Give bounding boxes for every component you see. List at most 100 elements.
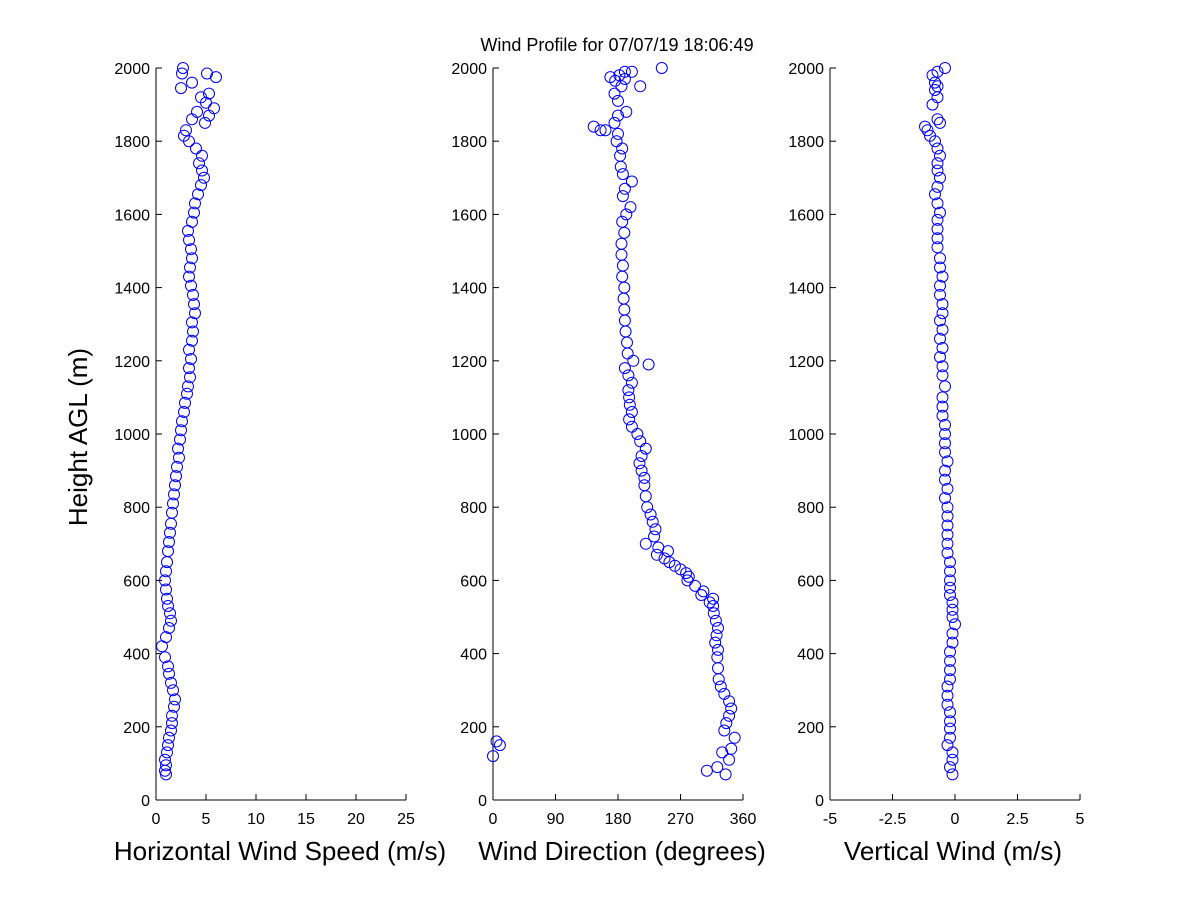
data-point bbox=[623, 391, 636, 404]
data-point bbox=[944, 581, 956, 594]
data-point bbox=[936, 409, 949, 422]
data-point bbox=[159, 753, 171, 766]
data-point bbox=[682, 570, 695, 583]
y-tick-label: 600 bbox=[460, 573, 487, 590]
data-point bbox=[175, 424, 187, 437]
data-point bbox=[178, 129, 190, 142]
data-point bbox=[939, 62, 951, 74]
data-point bbox=[941, 689, 954, 702]
x-tick-label: 0 bbox=[951, 811, 960, 828]
data-point bbox=[939, 464, 951, 477]
data-point bbox=[625, 420, 638, 433]
data-point bbox=[193, 157, 205, 170]
y-tick-label: 0 bbox=[141, 793, 150, 810]
data-point bbox=[620, 208, 633, 221]
data-point bbox=[946, 753, 959, 766]
data-point bbox=[191, 105, 203, 118]
data-point bbox=[931, 80, 944, 93]
data-point bbox=[650, 548, 663, 561]
data-point bbox=[939, 418, 951, 431]
data-point bbox=[164, 607, 176, 620]
data-point bbox=[944, 654, 956, 667]
data-point bbox=[931, 180, 944, 193]
data-point bbox=[944, 574, 956, 587]
data-point bbox=[186, 252, 198, 265]
data-point bbox=[944, 731, 956, 744]
data-point bbox=[163, 667, 175, 680]
data-point bbox=[620, 105, 633, 118]
data-point bbox=[210, 71, 222, 84]
data-point bbox=[934, 116, 946, 129]
y-tick-label: 1200 bbox=[114, 354, 150, 371]
y-tick-label: 600 bbox=[123, 573, 150, 590]
data-point bbox=[642, 358, 655, 371]
data-point bbox=[944, 722, 956, 735]
y-tick-label: 2000 bbox=[788, 61, 824, 78]
data-point bbox=[934, 149, 946, 162]
data-point bbox=[941, 519, 954, 532]
data-point bbox=[167, 684, 179, 697]
data-point bbox=[939, 446, 951, 459]
y-tick-label: 200 bbox=[797, 720, 824, 737]
data-point bbox=[487, 750, 499, 763]
data-point bbox=[707, 592, 720, 605]
data-point bbox=[944, 556, 956, 569]
y-tick-label: 1000 bbox=[114, 427, 150, 444]
y-tick-label: 1800 bbox=[114, 134, 150, 151]
data-point bbox=[929, 84, 941, 96]
data-point bbox=[934, 171, 946, 184]
data-point bbox=[179, 396, 191, 409]
data-point bbox=[716, 746, 729, 759]
x-tick-label: 0 bbox=[489, 811, 498, 828]
data-point bbox=[946, 611, 959, 623]
data-point bbox=[190, 142, 202, 155]
x-tick-label: 5 bbox=[202, 811, 211, 828]
data-point bbox=[166, 717, 178, 730]
data-point bbox=[195, 91, 207, 104]
x-tick-label: 2.5 bbox=[1006, 811, 1028, 828]
subplot-2: 0 200 400 600 800 1000 1200 1400 1600 1800 2000 0 90… bbox=[451, 61, 765, 866]
data-point bbox=[587, 120, 600, 133]
data-point bbox=[183, 362, 195, 375]
data-point bbox=[181, 387, 193, 400]
data-point bbox=[608, 87, 621, 100]
y-tick-label: 1400 bbox=[451, 281, 487, 298]
data-point bbox=[490, 735, 503, 748]
data-point bbox=[624, 201, 637, 214]
subplot-1: 0 200 400 600 800 1000 1200 1400 1600 1800 2000 0 5 1… bbox=[63, 61, 446, 866]
data-point bbox=[929, 188, 941, 201]
data-point bbox=[709, 636, 722, 649]
y-tick-label: 400 bbox=[460, 647, 487, 664]
data-point bbox=[162, 660, 174, 673]
data-point bbox=[946, 627, 959, 640]
data-point bbox=[936, 391, 949, 404]
data-point bbox=[178, 406, 190, 418]
data-point bbox=[613, 69, 626, 82]
data-point bbox=[188, 298, 200, 311]
data-point bbox=[720, 717, 733, 730]
data-point bbox=[186, 76, 198, 89]
data-point bbox=[707, 600, 720, 612]
y-tick-label: 200 bbox=[123, 720, 150, 737]
data-point bbox=[941, 528, 954, 541]
data-point bbox=[934, 332, 946, 345]
y-tick-label: 1000 bbox=[788, 427, 824, 444]
data-point bbox=[652, 541, 665, 554]
x-tick-label: 5 bbox=[1076, 811, 1085, 828]
data-point bbox=[655, 62, 668, 74]
y-tick-label: 1000 bbox=[451, 427, 487, 444]
data-point bbox=[177, 62, 189, 74]
x-tick-label: -5 bbox=[823, 811, 837, 828]
data-point bbox=[941, 537, 954, 550]
data-point bbox=[635, 450, 648, 462]
data-point bbox=[185, 279, 197, 292]
data-point bbox=[164, 526, 176, 539]
data-point bbox=[949, 618, 961, 631]
data-point bbox=[649, 523, 662, 536]
data-point bbox=[196, 164, 208, 177]
data-point bbox=[198, 171, 210, 184]
data-point bbox=[616, 215, 629, 228]
data-point bbox=[936, 369, 949, 382]
data-point bbox=[163, 536, 175, 548]
